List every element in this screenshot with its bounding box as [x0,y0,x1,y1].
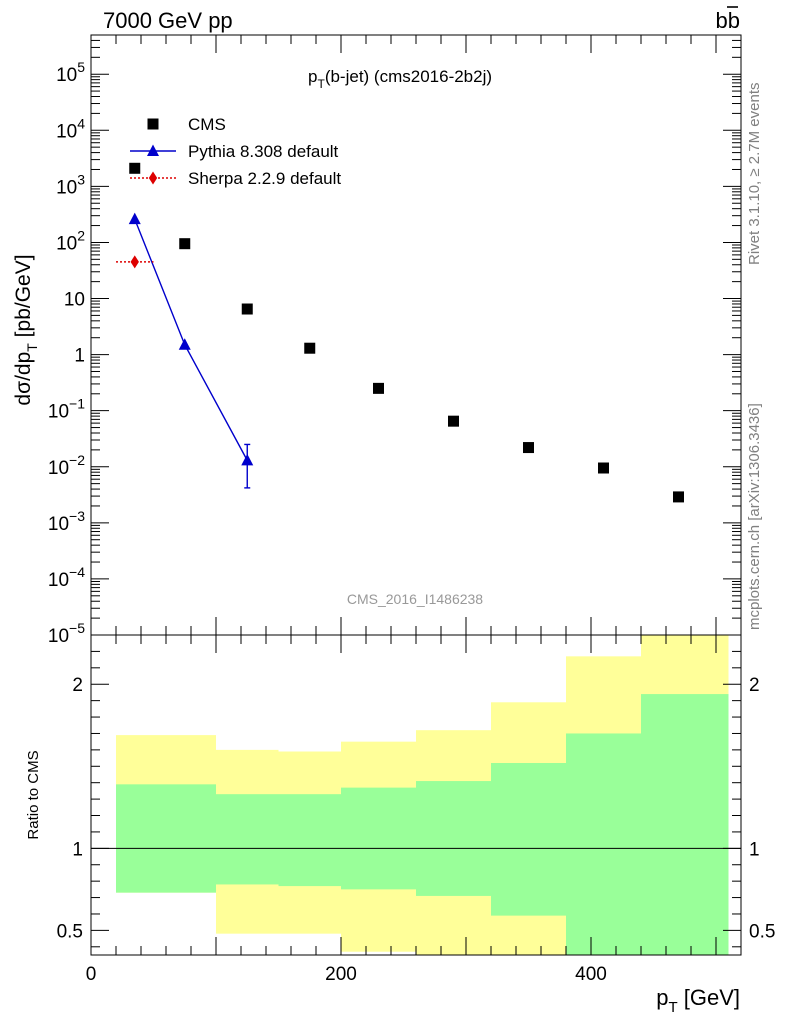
legend-marker [147,144,159,156]
energy-label: 7000 GeV pp [103,8,233,33]
data-point [129,162,141,174]
x-axis-label: pT [GeV] [656,985,740,1016]
x-tick-label: 200 [325,964,357,985]
ratio-y-ticks: 0.5 0.5 1 1 2 2 [57,650,775,948]
y-tick-label: 10−4 [48,564,85,591]
data-point [373,382,384,394]
ratio-y-tick-label: 2 [72,675,83,696]
data-point [130,255,139,269]
ratio-band-bin [566,733,641,955]
ratio-band-bin [491,763,566,916]
rivet-label: Rivet 3.1.10, ≥ 2.7M events [746,83,763,266]
mcplots-label: mcplots.cern.ch [arXiv:1306.3436] [746,403,763,630]
y-tick-label: 10−5 [48,620,85,647]
ratio-y-label: Ratio to CMS [25,750,42,839]
data-point [304,342,316,354]
data-point [673,491,684,503]
ratio-band-bin [116,784,216,893]
y-tick-label: 10−3 [48,508,85,535]
data-point [179,238,191,250]
series-cms [129,162,684,503]
main-series [116,162,684,503]
ratio-panel: 0.5 0.5 1 1 2 2 0 200 400 Ratio to CMS pT [GeV] [25,634,775,1016]
y-tick-label: 10 [64,290,85,311]
ratio-y-tick-label: 1 [749,839,760,860]
ratio-band-bin [341,787,416,890]
ratio-frame [90,634,742,956]
data-point [178,338,191,350]
data-point [241,453,254,466]
ratio-y-tick-label: 0.5 [749,921,775,942]
legend: CMS Pythia 8.308 default Sherpa 2.2.9 defa… [130,115,341,188]
main-x-ticks [90,35,742,635]
data-point [598,462,609,474]
ratio-y-tick-label: 1 [72,839,83,860]
main-title: pT(b-jet) (cms2016-2b2j) [308,67,492,91]
process-label: bb [716,8,740,33]
ratio-band-bin [641,694,729,955]
ratio-band-bin [416,781,491,896]
x-tick-label: 400 [575,964,607,985]
legend-marker [148,171,158,185]
y-tick-label: 10−1 [48,396,85,423]
data-point [128,212,141,225]
y-tick-label: 1 [74,346,85,367]
y-tick-label: 104 [56,115,85,142]
y-tick-label: 10−2 [48,452,85,479]
ratio-y-tick-label: 2 [749,675,760,696]
ratio-y-tick-label: 0.5 [57,921,83,942]
ratio-band-bin [216,794,279,885]
watermark: CMS_2016_I1486238 [347,591,483,607]
main-y-label: dσ/dpT [pb/GeV] [12,254,40,405]
y-tick-label: 103 [56,171,85,198]
x-tick-label: 0 [86,964,97,985]
data-point [448,415,459,427]
series-sherpa [116,255,154,269]
legend-label: Pythia 8.308 default [188,142,339,161]
ratio-x-ticks: 0 200 400 [86,635,742,985]
legend-label: Sherpa 2.2.9 default [188,169,341,188]
data-point [523,442,534,454]
legend-marker [147,118,159,130]
y-tick-label: 105 [56,59,85,86]
ratio-bands [116,635,729,955]
ratio-band-bin [278,794,341,887]
series-pythia [128,212,254,489]
legend-label: CMS [188,115,226,134]
data-point [241,303,253,315]
y-tick-label: 102 [56,227,85,254]
svg-text:dσ/dpT [pb/GeV]: dσ/dpT [pb/GeV] [12,254,40,405]
series-line [134,218,248,461]
